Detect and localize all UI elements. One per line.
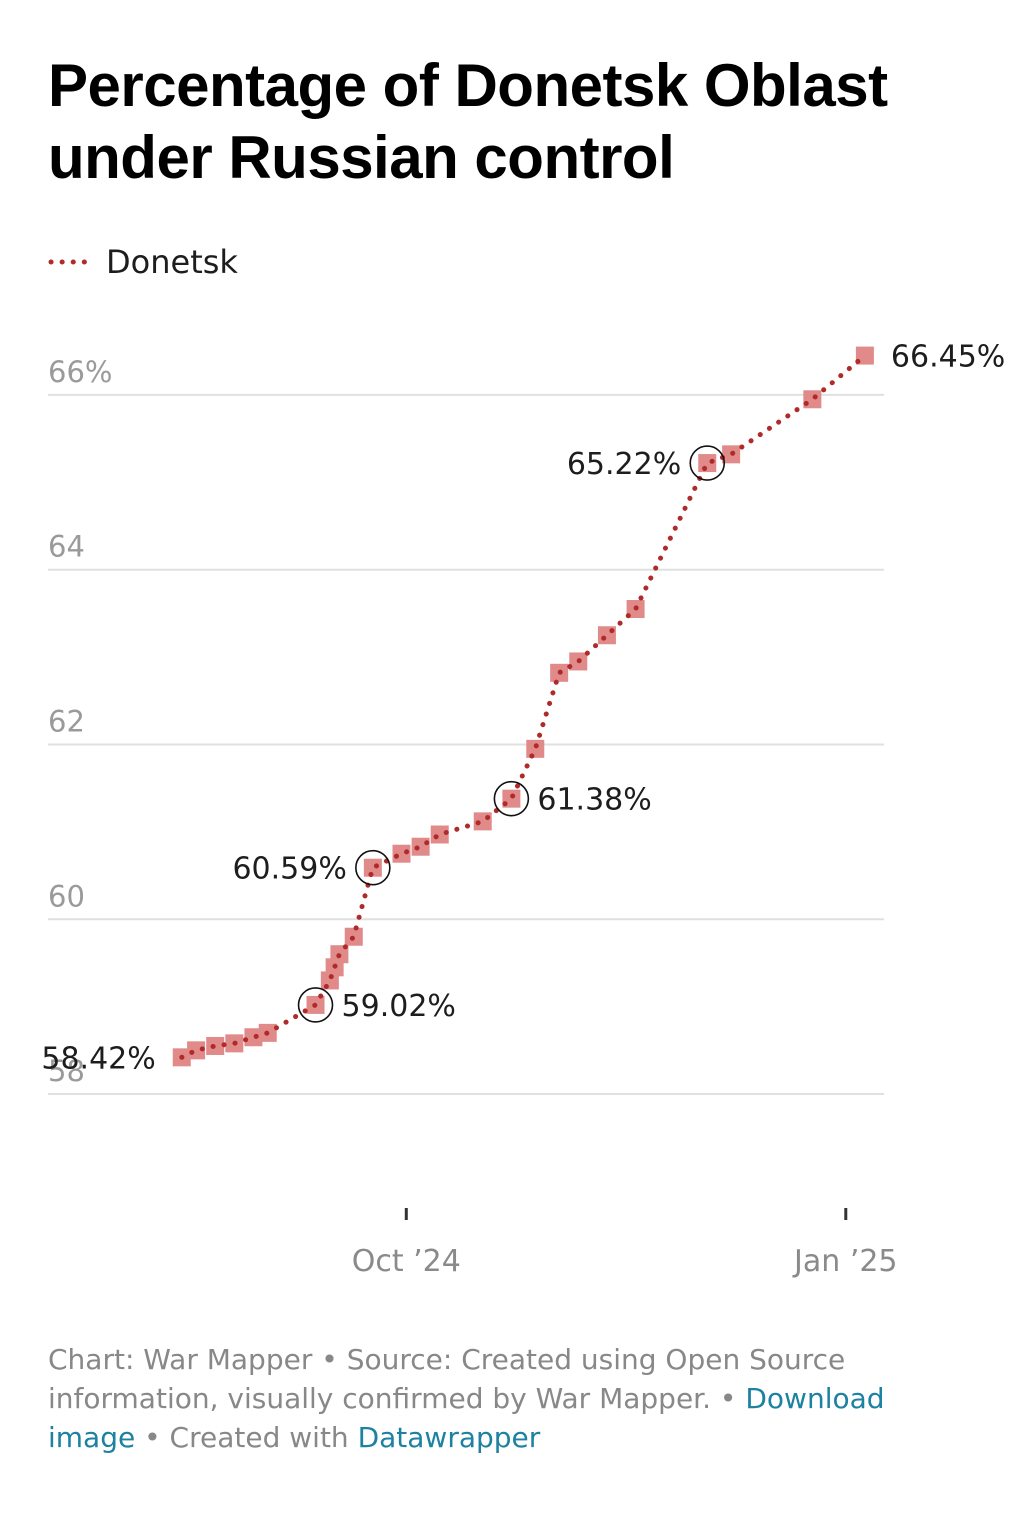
data-point-11 bbox=[363, 858, 382, 877]
y-tick-label-62: 62 bbox=[48, 704, 85, 738]
y-tick-label-64: 64 bbox=[48, 530, 85, 564]
footer-separator-1: • bbox=[312, 1343, 347, 1376]
annotation-label-1: 59.02% bbox=[342, 989, 456, 1024]
y-tick-label-60: 60 bbox=[48, 879, 85, 913]
chart-footer: Chart: War Mapper • Source: Created usin… bbox=[48, 1340, 948, 1457]
y-tick-label-58: 58 bbox=[48, 1054, 85, 1088]
annotation-circle-2 bbox=[355, 849, 391, 886]
annotation-label-0: 58.42% bbox=[41, 1041, 155, 1076]
data-point-17 bbox=[526, 739, 545, 758]
footer-source: Source: Created using Open Source inform… bbox=[48, 1343, 846, 1415]
data-annotations: 58.42% 59.02% 60.59% 61.38% 65.22% 66.45% bbox=[41, 340, 1005, 1077]
annotation-circle-4 bbox=[689, 445, 726, 481]
y-tick-label-66: 66% bbox=[48, 355, 112, 389]
chart-title: Percentage of Donetsk Oblast under Russi… bbox=[48, 52, 888, 191]
footer-credit: Chart: War Mapper bbox=[48, 1343, 313, 1376]
datawrapper-link[interactable]: Datawrapper bbox=[357, 1421, 541, 1454]
footer-separator-3: • bbox=[135, 1421, 170, 1454]
y-axis-tick-labels: 58 60 62 64 66% bbox=[48, 355, 112, 1088]
legend-line-swatch bbox=[48, 259, 96, 265]
line-chart: 58 60 62 64 66% Oct ’24 Jan ’25 58.42% 59.02% 6… bbox=[41, 340, 1005, 1279]
x-tick-label-0: Oct ’24 bbox=[352, 1244, 461, 1279]
download-image-link[interactable]: Download image bbox=[48, 1382, 885, 1454]
annotation-label-5: 66.45% bbox=[891, 340, 1005, 375]
chart-legend: Donetsk bbox=[48, 242, 238, 282]
data-point-25 bbox=[855, 346, 874, 365]
data-point-4 bbox=[244, 1028, 263, 1047]
x-tick-label-1: Jan ’25 bbox=[792, 1244, 898, 1279]
footer-separator-2: • bbox=[711, 1382, 746, 1415]
series-line-path-0 bbox=[179, 353, 868, 1060]
data-markers bbox=[172, 346, 874, 1067]
annotation-circle-1 bbox=[297, 987, 334, 1023]
grid-layer bbox=[48, 393, 884, 1096]
footer-created-prefix: Created with bbox=[169, 1421, 358, 1454]
annotation-circle-3 bbox=[493, 780, 530, 817]
legend-label-donetsk: Donetsk bbox=[106, 243, 238, 281]
annotation-label-3: 61.38% bbox=[537, 783, 651, 818]
annotation-label-2: 60.59% bbox=[232, 852, 346, 887]
series-line-donetsk bbox=[179, 353, 868, 1060]
x-axis-ticks: Oct ’24 Jan ’25 bbox=[352, 1208, 898, 1279]
annotation-label-4: 65.22% bbox=[567, 447, 681, 482]
